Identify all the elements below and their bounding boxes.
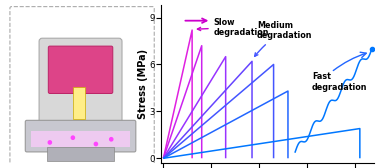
Circle shape	[94, 142, 98, 146]
Circle shape	[71, 135, 75, 140]
FancyBboxPatch shape	[25, 120, 136, 152]
Text: Fast
degradation: Fast degradation	[312, 72, 367, 92]
FancyBboxPatch shape	[39, 38, 122, 147]
Bar	[31, 131, 130, 147]
Bar	[73, 87, 85, 119]
Circle shape	[109, 137, 113, 142]
Text: Slow
degradation: Slow degradation	[197, 17, 269, 37]
Text: Medium
degradation: Medium degradation	[255, 21, 312, 56]
FancyBboxPatch shape	[48, 46, 113, 93]
Circle shape	[48, 140, 52, 145]
Y-axis label: Stress (MPa): Stress (MPa)	[138, 49, 148, 119]
Bar	[47, 147, 114, 161]
